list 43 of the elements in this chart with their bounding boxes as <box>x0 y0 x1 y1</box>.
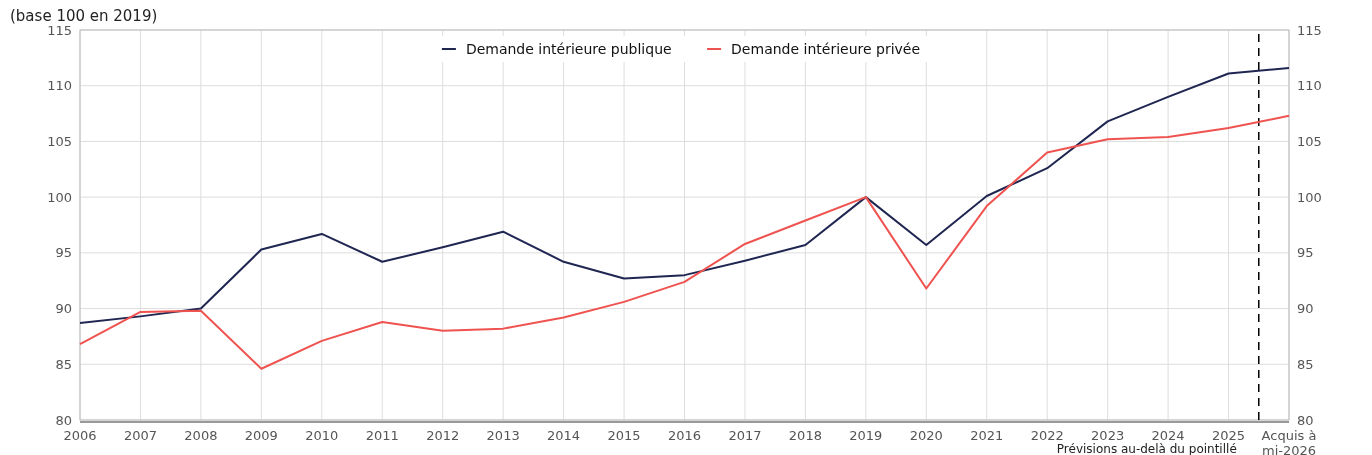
x-tick-label: 2015 <box>607 428 641 443</box>
x-tick-label: 2011 <box>365 428 399 443</box>
x-tick-label: Acquis à mi-2026 <box>1261 428 1317 455</box>
x-tick-label: 2021 <box>970 428 1004 443</box>
x-tick-label: 2024 <box>1151 428 1185 443</box>
y2-tick-label: 90 <box>1297 301 1314 317</box>
y2-tick-label: 85 <box>1297 356 1314 372</box>
y-tick-label: 115 <box>47 22 72 38</box>
legend-label: Demande intérieure privée <box>731 40 921 57</box>
line-series <box>79 114 1290 370</box>
x-tick-label: 2009 <box>244 428 278 443</box>
y-tick-label: 105 <box>47 133 72 149</box>
y-tick-label: 100 <box>47 189 72 205</box>
x-tick-label: 2018 <box>788 428 822 443</box>
x-tick-label: 2017 <box>728 428 762 443</box>
x-tick-label: 2010 <box>305 428 339 443</box>
y2-tick-label: 80 <box>1297 412 1314 428</box>
x-tick-label: 2025 <box>1212 428 1246 443</box>
x-tick-label: 2022 <box>1030 428 1064 443</box>
x-tick-label: 2014 <box>547 428 581 443</box>
y2-tick-label: 110 <box>1297 78 1322 94</box>
y2-tick-label: 105 <box>1297 133 1322 149</box>
x-tick-label: 2020 <box>909 428 943 443</box>
x-tick-label: 2023 <box>1091 428 1125 443</box>
y-tick-label: 85 <box>55 356 72 372</box>
x-tick-label: 2012 <box>426 428 460 443</box>
x-tick-label: 2016 <box>667 428 702 443</box>
x-tick-label: 2007 <box>123 428 157 443</box>
x-tick-label: 2008 <box>184 428 218 443</box>
y-tick-label: 90 <box>55 301 72 317</box>
y-tick-label: 95 <box>55 245 72 261</box>
chart-subtitle: (base 100 en 2019) <box>10 7 158 25</box>
y2-tick-label: 100 <box>1297 189 1322 205</box>
text: Prévisions au-delà du pointillé <box>1056 442 1237 455</box>
x-tick-label: 2013 <box>486 428 520 443</box>
y-tick-label: 110 <box>47 78 72 94</box>
x-tick-label: 2019 <box>849 428 883 443</box>
line-series <box>79 66 1290 325</box>
x-tick-label: 2006 <box>63 428 97 443</box>
y2-tick-label: 115 <box>1297 22 1322 38</box>
y-tick-label: 80 <box>55 412 72 428</box>
y2-tick-label: 95 <box>1297 245 1314 261</box>
legend-label: Demande intérieure publique <box>465 40 672 57</box>
